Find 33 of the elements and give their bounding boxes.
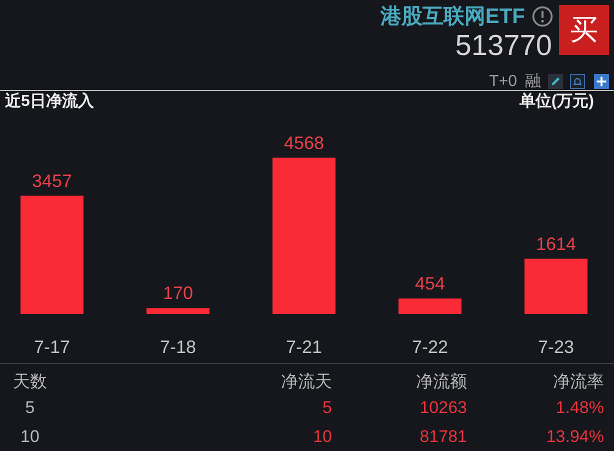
data-label: 170 — [162, 283, 194, 304]
text: 1.48% — [556, 397, 604, 419]
bar — [146, 308, 210, 314]
text: 5 — [322, 397, 332, 419]
text: 净流率 — [553, 370, 604, 392]
text: 10263 — [420, 397, 467, 419]
x-tick-label: 7-17 — [34, 337, 70, 357]
x-tick-label: 7-23 — [538, 337, 574, 357]
text: 10 — [20, 426, 40, 448]
text: 净流天 — [281, 370, 332, 392]
text: 10 — [313, 426, 332, 448]
chart-title: 近5日净流入 — [5, 92, 94, 112]
x-tick-label: 7-18 — [160, 337, 196, 357]
data-label: 1614 — [536, 234, 576, 254]
data-label: 4568 — [284, 132, 324, 153]
bar — [524, 258, 588, 314]
text: 天数 — [12, 370, 48, 392]
x-tick-label: 7-21 — [286, 337, 322, 357]
bar — [398, 298, 462, 314]
y-axis-title: 单位(万元) — [519, 92, 594, 112]
x-tick-label: 7-22 — [412, 337, 448, 357]
text: 5 — [24, 397, 36, 419]
data-label: 3457 — [32, 170, 72, 191]
text: 净流额 — [416, 370, 467, 392]
text: 港股互联网ETF — [380, 4, 525, 30]
bar — [272, 158, 336, 314]
text: 13.94% — [546, 426, 604, 448]
text: T+0 — [488, 73, 517, 91]
text: 81781 — [420, 426, 467, 448]
data-label: 454 — [414, 273, 446, 294]
text: 513770 — [455, 30, 552, 62]
bar — [20, 196, 84, 314]
text: 融 — [525, 73, 541, 91]
